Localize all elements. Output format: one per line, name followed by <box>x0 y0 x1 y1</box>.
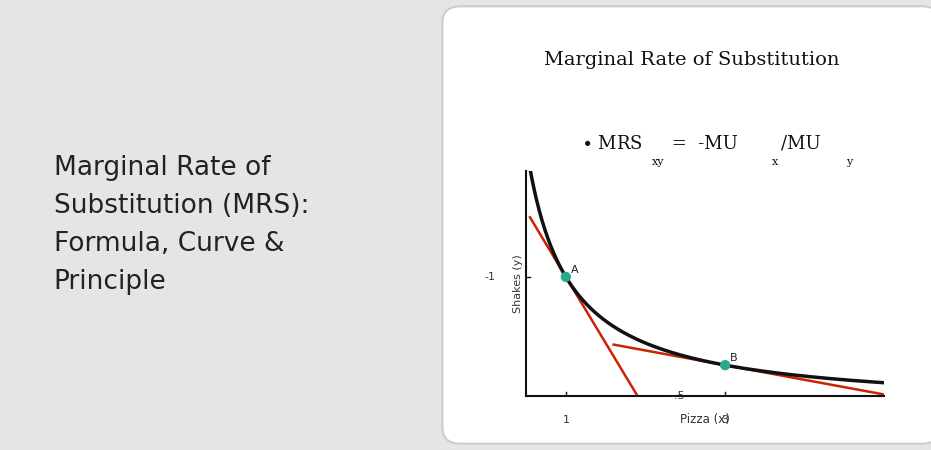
Point <box>718 361 733 369</box>
Point <box>559 273 573 280</box>
Text: x: x <box>772 157 778 167</box>
Text: Marginal Rate of
Substitution (MRS):
Formula, Curve &
Principle: Marginal Rate of Substitution (MRS): For… <box>54 155 309 295</box>
Text: y: y <box>845 157 852 167</box>
Text: -.5: -.5 <box>670 391 684 401</box>
Text: /MU: /MU <box>781 135 821 153</box>
Text: 3: 3 <box>722 415 729 425</box>
Text: xy: xy <box>652 157 665 167</box>
X-axis label: Pizza (x): Pizza (x) <box>681 413 730 426</box>
Text: A: A <box>571 265 578 275</box>
Y-axis label: Shakes (y): Shakes (y) <box>513 254 523 313</box>
Text: =  -MU: = -MU <box>666 135 737 153</box>
Text: $\bullet$ MRS: $\bullet$ MRS <box>581 135 642 153</box>
Text: -1: -1 <box>484 272 495 282</box>
Text: 1: 1 <box>562 415 570 425</box>
Text: B: B <box>730 353 737 363</box>
Text: Marginal Rate of Substitution: Marginal Rate of Substitution <box>544 51 839 69</box>
FancyBboxPatch shape <box>442 6 931 444</box>
